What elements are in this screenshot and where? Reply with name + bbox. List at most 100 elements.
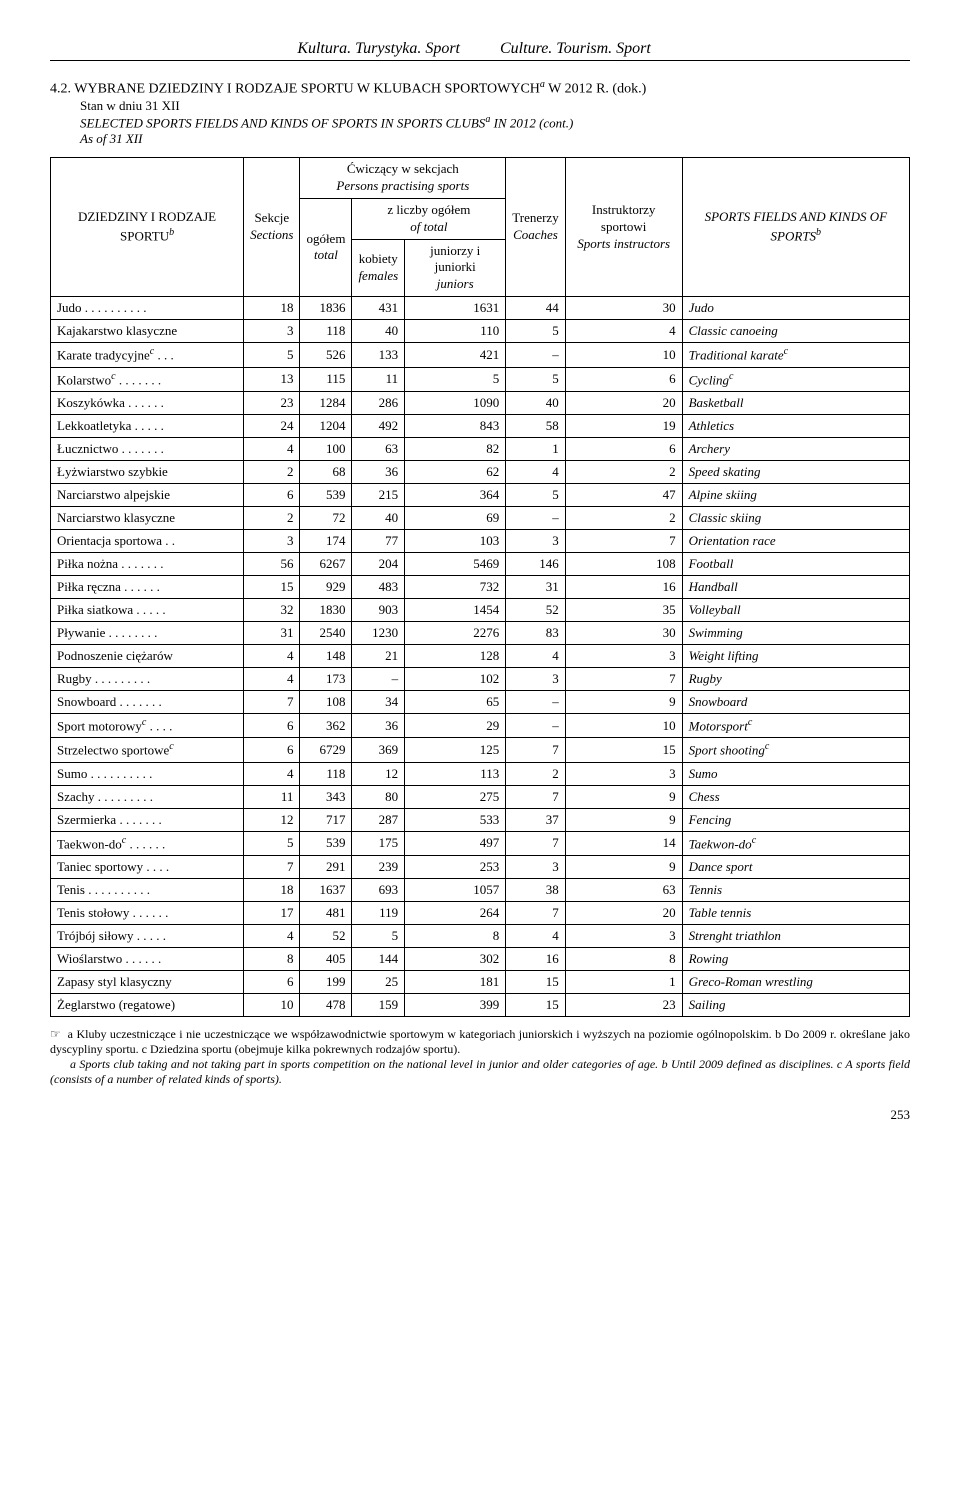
cell-og: 405: [300, 947, 352, 970]
cell-jun: 128: [405, 644, 506, 667]
col-zliczby: z liczby ogółem of total: [352, 198, 506, 239]
cell-jun: 533: [405, 808, 506, 831]
cell-kob: 215: [352, 483, 405, 506]
cell-sek: 5: [244, 831, 300, 855]
hand-icon: ☞: [50, 1027, 61, 1041]
cell-tr: 40: [506, 391, 565, 414]
row-label-pl: Strzelectwo sportowec: [51, 738, 244, 762]
row-label-en: Rugby: [682, 667, 909, 690]
cell-jun: 5469: [405, 552, 506, 575]
cell-kob: 40: [352, 320, 405, 343]
cell-kob: 286: [352, 391, 405, 414]
cell-kob: 693: [352, 878, 405, 901]
header-left: Kultura. Turystyka. Sport: [50, 40, 480, 58]
cell-tr: 15: [506, 970, 565, 993]
row-label-pl: Piłka ręczna . . . . . .: [51, 575, 244, 598]
row-label-en: Athletics: [682, 414, 909, 437]
cell-ins: 4: [565, 320, 682, 343]
cell-sek: 24: [244, 414, 300, 437]
col-sekcje: Sekcje Sections: [244, 157, 300, 296]
cell-sek: 4: [244, 762, 300, 785]
row-label-en: Archery: [682, 437, 909, 460]
row-label-pl: Podnoszenie ciężarów: [51, 644, 244, 667]
cell-sek: 6: [244, 483, 300, 506]
cell-kob: 239: [352, 855, 405, 878]
cell-jun: 62: [405, 460, 506, 483]
page-header: Kultura. Turystyka. Sport Culture. Touri…: [50, 40, 910, 61]
row-label-pl: Karate tradycyjnec . . .: [51, 343, 244, 367]
table-row: Kajakarstwo klasyczne31184011054Classic …: [51, 320, 910, 343]
cell-sek: 15: [244, 575, 300, 598]
cell-og: 526: [300, 343, 352, 367]
row-label-en: Classic canoeing: [682, 320, 909, 343]
title-en: SELECTED SPORTS FIELDS AND KINDS OF SPOR…: [50, 114, 910, 131]
row-label-pl: Szermierka . . . . . . .: [51, 808, 244, 831]
sports-table: DZIEDZINY I RODZAJE SPORTUb Sekcje Secti…: [50, 157, 910, 1017]
table-row: Piłka ręczna . . . . . .159294837323116H…: [51, 575, 910, 598]
row-label-pl: Wioślarstwo . . . . . .: [51, 947, 244, 970]
cell-tr: 38: [506, 878, 565, 901]
row-label-pl: Lekkoatletyka . . . . .: [51, 414, 244, 437]
table-row: Szachy . . . . . . . . .113438027579Ches…: [51, 785, 910, 808]
col-kobiety: kobiety females: [352, 239, 405, 297]
title-num: 4.2.: [50, 82, 71, 97]
row-label-pl: Piłka nożna . . . . . . .: [51, 552, 244, 575]
row-label-pl: Kajakarstwo klasyczne: [51, 320, 244, 343]
cell-kob: 25: [352, 970, 405, 993]
title-sub-pl: Stan w dniu 31 XII: [50, 98, 910, 114]
cell-kob: 133: [352, 343, 405, 367]
row-label-en: Football: [682, 552, 909, 575]
row-label-pl: Tenis stołowy . . . . . .: [51, 901, 244, 924]
row-label-en: Basketball: [682, 391, 909, 414]
cell-og: 1204: [300, 414, 352, 437]
header-right: Culture. Tourism. Sport: [480, 40, 910, 58]
cell-kob: –: [352, 667, 405, 690]
col-juniorzy: juniorzy i juniorki juniors: [405, 239, 506, 297]
row-label-en: Sumo: [682, 762, 909, 785]
row-label-pl: Piłka siatkowa . . . . .: [51, 598, 244, 621]
row-label-pl: Koszykówka . . . . . .: [51, 391, 244, 414]
cell-ins: 2: [565, 460, 682, 483]
cell-tr: 83: [506, 621, 565, 644]
cell-sek: 18: [244, 297, 300, 320]
cell-tr: –: [506, 690, 565, 713]
cell-tr: 4: [506, 460, 565, 483]
row-label-en: Judo: [682, 297, 909, 320]
cell-og: 72: [300, 506, 352, 529]
col-trenerzy: Trenerzy Coaches: [506, 157, 565, 296]
cell-tr: 5: [506, 367, 565, 391]
cell-sek: 4: [244, 437, 300, 460]
cell-og: 52: [300, 924, 352, 947]
cell-kob: 431: [352, 297, 405, 320]
cell-sek: 31: [244, 621, 300, 644]
cell-kob: 80: [352, 785, 405, 808]
cell-sek: 4: [244, 667, 300, 690]
table-row: Narciarstwo alpejskie6539215364547Alpine…: [51, 483, 910, 506]
cell-sek: 7: [244, 690, 300, 713]
cell-jun: 110: [405, 320, 506, 343]
row-label-pl: Taniec sportowy . . . .: [51, 855, 244, 878]
row-label-en: Classic skiing: [682, 506, 909, 529]
page-number: 253: [50, 1107, 910, 1123]
table-row: Zapasy styl klasyczny619925181151Greco-R…: [51, 970, 910, 993]
cell-kob: 77: [352, 529, 405, 552]
row-label-pl: Zapasy styl klasyczny: [51, 970, 244, 993]
row-label-pl: Żeglarstwo (regatowe): [51, 993, 244, 1016]
cell-og: 1836: [300, 297, 352, 320]
table-row: Taniec sportowy . . . .729123925339Dance…: [51, 855, 910, 878]
row-label-pl: Judo . . . . . . . . . .: [51, 297, 244, 320]
row-label-pl: Snowboard . . . . . . .: [51, 690, 244, 713]
cell-tr: 7: [506, 738, 565, 762]
cell-ins: 3: [565, 762, 682, 785]
row-label-en: Cyclingc: [682, 367, 909, 391]
cell-kob: 144: [352, 947, 405, 970]
cell-kob: 1230: [352, 621, 405, 644]
cell-tr: 5: [506, 320, 565, 343]
row-label-pl: Łucznictwo . . . . . . .: [51, 437, 244, 460]
cell-ins: 10: [565, 343, 682, 367]
table-row: Podnoszenie ciężarów41482112843Weight li…: [51, 644, 910, 667]
table-row: Rugby . . . . . . . . .4173–10237Rugby: [51, 667, 910, 690]
cell-ins: 14: [565, 831, 682, 855]
table-row: Piłka siatkowa . . . . .3218309031454523…: [51, 598, 910, 621]
title-en-tail: IN 2012 (cont.): [490, 115, 573, 130]
